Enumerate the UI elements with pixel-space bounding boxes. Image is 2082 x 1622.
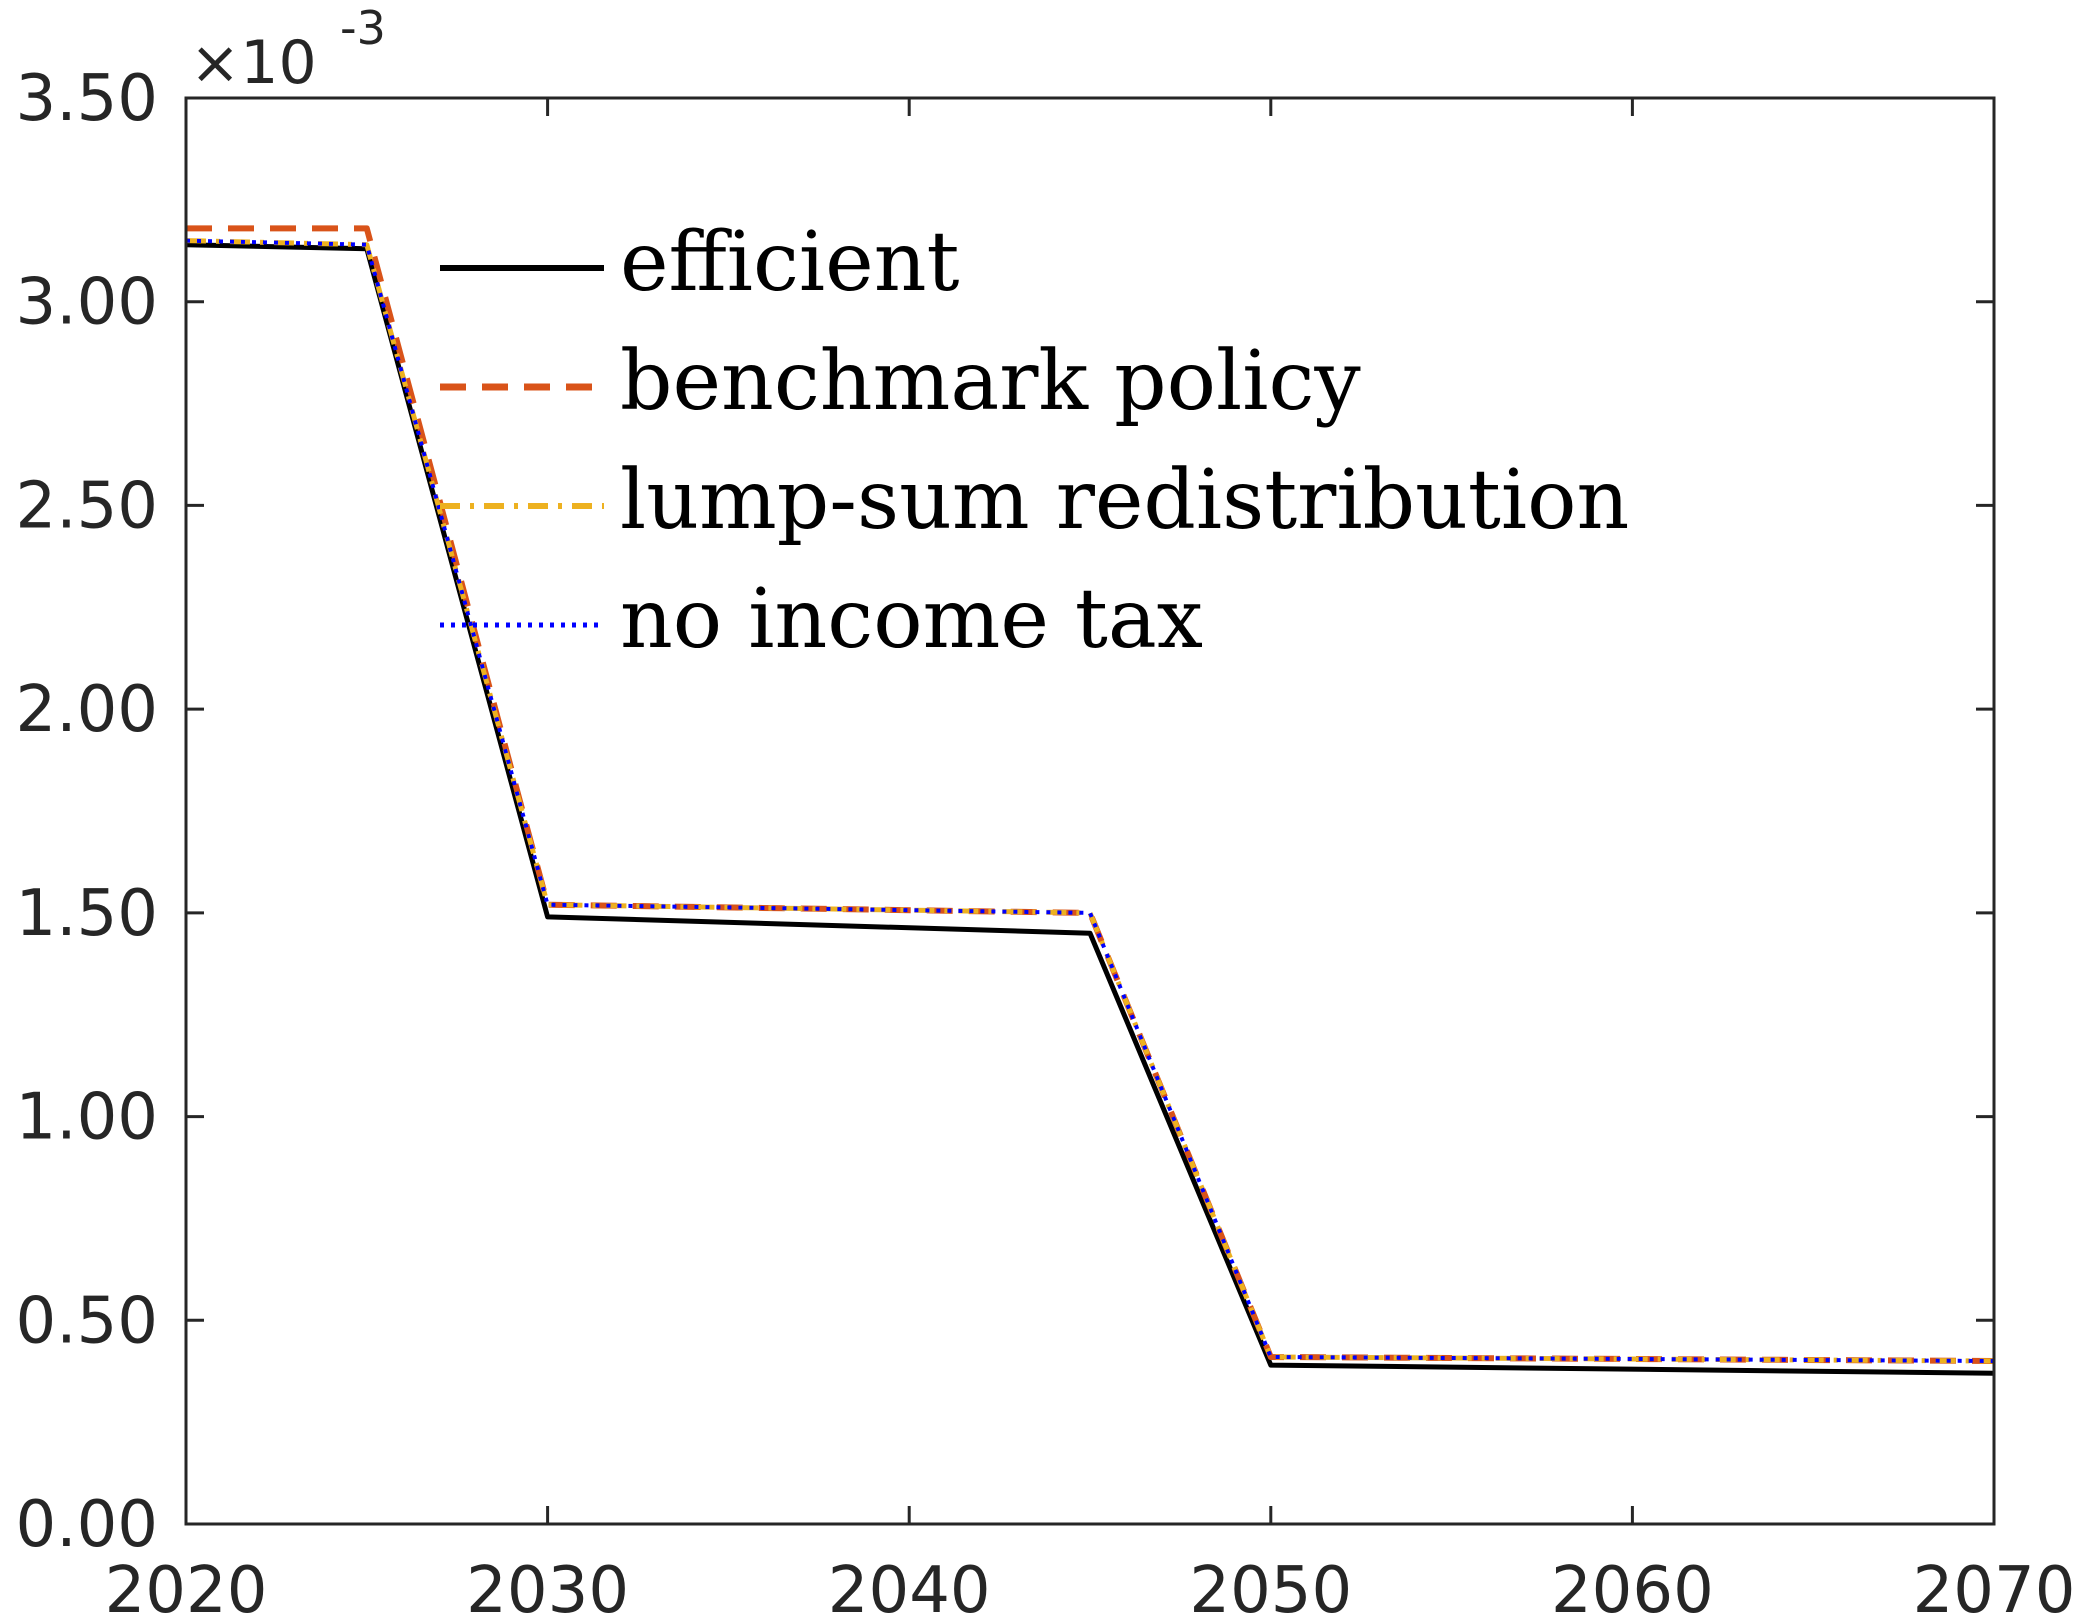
y-axis-exponent: ×10 -3 [190,1,386,98]
axis-ticks [184,96,1996,1526]
plot-area-border [184,96,1996,1526]
x-axis-tick-labels: 2020 2030 2040 2050 2060 2070 [105,1554,2076,1622]
y-tick-label: 1.50 [16,877,159,951]
legend: efficient benchmark policy lump-sum redist… [440,215,1629,667]
y-tick-label: 3.00 [16,266,159,340]
x-tick-label: 2060 [1551,1554,1714,1622]
series-line-2 [185,238,1995,1364]
y-tick-label: 2.00 [16,673,159,747]
x-tick-label: 2040 [828,1554,991,1622]
y-exponent-base: ×10 [190,28,317,98]
x-tick-label: 2030 [466,1554,629,1622]
series-layer [185,225,1995,1376]
series-line-3 [185,238,1995,1363]
x-tick-label: 2050 [1189,1554,1352,1622]
y-tick-label: 0.00 [16,1488,159,1562]
y-tick-label: 2.50 [16,469,159,543]
x-tick-label: 2070 [1913,1554,2076,1622]
y-tick-label: 1.00 [16,1081,159,1155]
legend-entry-label: benchmark policy [620,334,1361,429]
legend-entry-label: lump-sum redistribution [620,453,1629,548]
legend-entry-label: no income tax [620,572,1203,667]
y-tick-label: 3.50 [16,62,159,136]
legend-entry-label: efficient [620,215,959,310]
y-axis-tick-labels: 0.00 0.50 1.00 1.50 2.00 2.50 3.00 3.50 [16,62,159,1562]
y-tick-label: 0.50 [16,1284,159,1358]
y-exponent-power: -3 [340,1,386,55]
x-tick-label: 2020 [105,1554,268,1622]
series-line-0 [185,242,1995,1376]
